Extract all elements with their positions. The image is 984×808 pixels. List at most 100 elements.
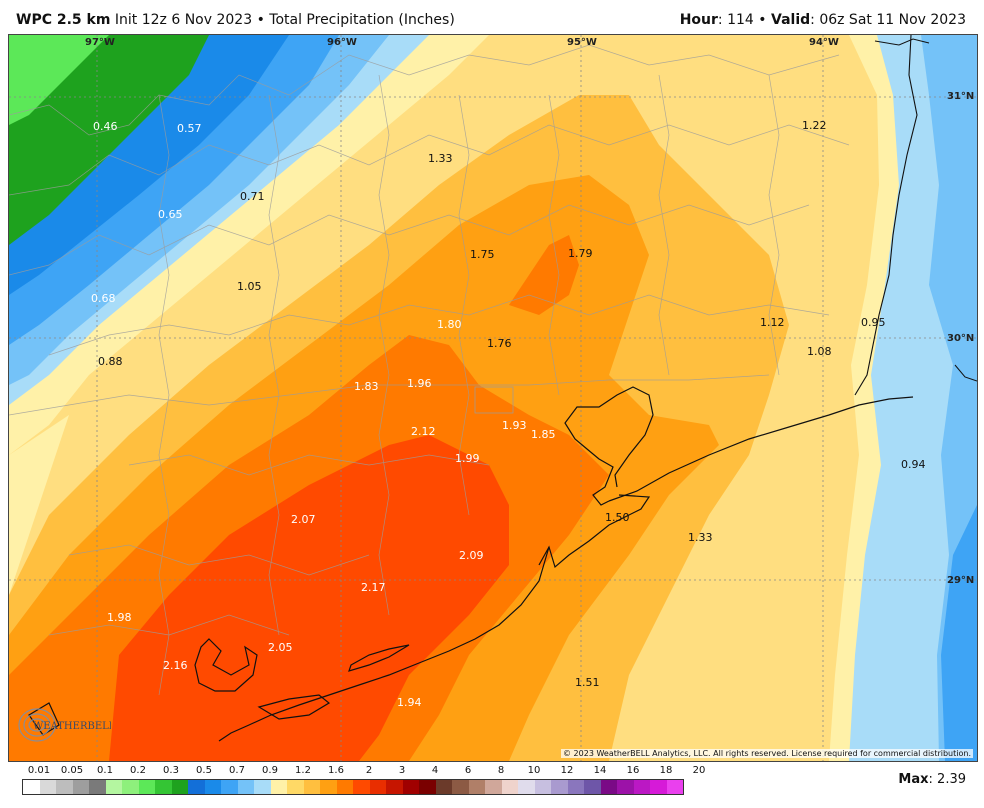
lat-label-29: 29°N: [947, 575, 974, 586]
lon-label-95: 95°W: [567, 37, 597, 48]
coastline-east: [954, 364, 977, 382]
legend-swatch: [435, 780, 452, 794]
legend-swatch: [171, 780, 188, 794]
point-value: 1.80: [437, 318, 462, 331]
band-sw-pale: [9, 415, 69, 595]
legend-tick-label: 0.01: [27, 765, 51, 776]
legend-tick-label: 12: [560, 765, 574, 776]
legend-tick-label: 3: [398, 765, 406, 776]
header: WPC 2.5 km Init 12z 6 Nov 2023 • Total P…: [0, 0, 984, 34]
point-value: 0.88: [98, 355, 123, 368]
point-value: 0.57: [177, 122, 202, 135]
legend-color-bar: [22, 779, 684, 795]
point-value: 1.83: [354, 380, 379, 393]
legend-swatch: [485, 780, 502, 794]
band-small-core: [509, 235, 579, 315]
legend-tick-label: 0.5: [196, 765, 212, 776]
point-value: 0.94: [901, 458, 926, 471]
legend-swatch: [122, 780, 139, 794]
coastline: [28, 386, 914, 742]
legend-swatch: [155, 780, 172, 794]
product-name: Total Precipitation (Inches): [269, 12, 455, 28]
band-west-green: [9, 35, 209, 245]
legend-tick-label: 1.6: [328, 765, 344, 776]
legend-swatch: [617, 780, 634, 794]
legend-tick-label: 10: [527, 765, 541, 776]
max-label: Max: [898, 772, 929, 787]
legend-swatch: [501, 780, 518, 794]
point-value: 2.12: [411, 425, 436, 438]
point-values: 0.46 0.57 1.33 1.22 0.71 0.65 1.75 1.79 …: [91, 119, 926, 709]
legend-swatch: [204, 780, 221, 794]
point-value: 0.71: [240, 190, 265, 203]
legend-swatch: [468, 780, 485, 794]
legend-swatch: [221, 780, 238, 794]
point-value: 1.08: [807, 345, 832, 358]
band-east-blue-deep: [941, 505, 977, 761]
legend-tick-label: 0.7: [229, 765, 245, 776]
point-value: 1.22: [802, 119, 827, 132]
legend-tick-label: 18: [659, 765, 673, 776]
legend-swatch: [320, 780, 337, 794]
legend-swatch: [287, 780, 304, 794]
hour-label: Hour: [679, 12, 718, 28]
lon-label-94: 94°W: [809, 37, 839, 48]
legend-tick-label: 4: [431, 765, 439, 776]
point-value: 0.65: [158, 208, 183, 221]
bullet-separator: •: [256, 12, 270, 28]
legend-swatch: [23, 780, 40, 794]
weatherbell-logo: WEATHERBELL: [18, 708, 111, 742]
band-2-2-in: [109, 435, 509, 761]
point-value: 1.75: [470, 248, 495, 261]
copyright-notice: © 2023 WeatherBELL Analytics, LLC. All r…: [561, 749, 973, 758]
legend-swatch: [138, 780, 155, 794]
legend-swatch: [452, 780, 469, 794]
color-legend: 0.01 0.05 0.1 0.2 0.3 0.5 0.7 0.9 1.2 1.6 2 3 4 6 8 10 1…: [0, 762, 984, 808]
point-value: 1.98: [107, 611, 132, 624]
legend-tick-label: 14: [593, 765, 607, 776]
legend-swatch: [353, 780, 370, 794]
legend-tick-label: 8: [497, 765, 505, 776]
valid-value: 06z Sat 11 Nov 2023: [819, 12, 966, 28]
legend-tick-label: 20: [692, 765, 706, 776]
legend-tick-label: 0.1: [97, 765, 113, 776]
hour-value: 114: [727, 12, 754, 28]
logo-text: WEATHERBELL: [33, 721, 111, 732]
legend-swatch: [551, 780, 568, 794]
point-value: 1.51: [575, 676, 600, 689]
point-value: 1.50: [605, 511, 630, 524]
map-title: WPC 2.5 km Init 12z 6 Nov 2023 • Total P…: [16, 12, 455, 28]
map-canvas: 97°W 96°W 95°W 94°W 31°N 30°N 29°N 0.46 …: [9, 35, 977, 761]
legend-swatch: [419, 780, 436, 794]
legend-swatch: [386, 780, 403, 794]
legend-swatch: [666, 780, 683, 794]
legend-swatch: [237, 780, 254, 794]
legend-swatch: [567, 780, 584, 794]
lon-label-97: 97°W: [85, 37, 115, 48]
legend-tick-label: 0.05: [60, 765, 84, 776]
legend-swatch: [600, 780, 617, 794]
point-value: 1.05: [237, 280, 262, 293]
county-lines: [9, 44, 850, 696]
legend-swatch: [584, 780, 601, 794]
lat-label-31: 31°N: [947, 91, 974, 102]
point-value: 1.96: [407, 377, 432, 390]
legend-swatch: [518, 780, 535, 794]
legend-swatch: [402, 780, 419, 794]
legend-tick-label: 1.2: [295, 765, 311, 776]
point-value: 1.85: [531, 428, 556, 441]
legend-swatch: [39, 780, 56, 794]
point-value: 0.95: [861, 316, 886, 329]
legend-tick-label: 6: [464, 765, 472, 776]
model-name: WPC 2.5 km: [16, 12, 111, 28]
point-value: 1.79: [568, 247, 593, 260]
legend-tick-label: 0.3: [163, 765, 179, 776]
point-value: 2.09: [459, 549, 484, 562]
point-value: 2.16: [163, 659, 188, 672]
point-value: 2.17: [361, 581, 386, 594]
point-value: 1.99: [455, 452, 480, 465]
state-border: [854, 35, 918, 396]
legend-swatch: [105, 780, 122, 794]
state-border-north: [874, 38, 930, 46]
point-value: 0.68: [91, 292, 116, 305]
